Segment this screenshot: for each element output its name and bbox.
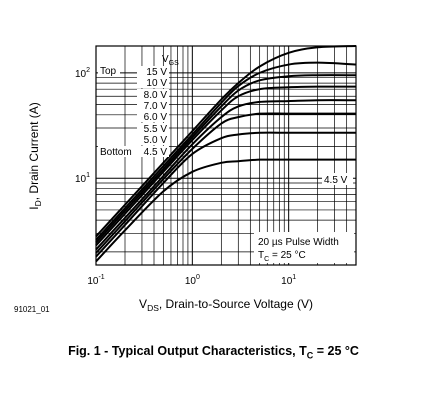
y-tick-base: 10 [75, 69, 87, 80]
legend-entry-bg [137, 146, 169, 157]
y-tick-base: 10 [75, 174, 87, 185]
curve-5-0-v [95, 131, 356, 258]
conditions-temp-rest: = 25 °C [269, 250, 306, 261]
caption-main: Fig. 1 - Typical Output Characteristics,… [68, 344, 307, 358]
conditions-pulse-width: 20 µs Pulse Width [258, 237, 339, 248]
x-tick-base: 10 [185, 276, 197, 287]
x-axis-label-main: V [139, 297, 147, 311]
legend-top-bg [98, 64, 120, 75]
annotations: 4.5 V 20 µs Pulse Width TC = 25 °C [254, 173, 354, 263]
curve-15-v [95, 45, 357, 238]
x-axis-label: VDS, Drain-to-Source Voltage (V) [139, 297, 313, 313]
caption-sub: C [306, 350, 314, 361]
legend-entry-7-0-v: 7.0 V [144, 101, 168, 112]
x-tick-label: 100 [185, 274, 200, 287]
legend-entry-bg [137, 111, 169, 122]
x-tick-exponent: 0 [196, 274, 200, 281]
y-axis-label-rest: , Drain Current (A) [27, 102, 41, 200]
y-tick-label: 102 [75, 67, 90, 80]
x-tick-label: 10-1 [87, 274, 104, 287]
legend-bottom-bg [98, 146, 138, 157]
legend-entry-5-0-v: 5.0 V [144, 135, 168, 146]
legend-entry-bg [137, 123, 169, 134]
conditions-box-bg [254, 232, 354, 263]
series-label-bg [322, 173, 353, 185]
y-axis-label: ID, Drain Current (A) [27, 102, 43, 210]
curve-4-5-v [95, 158, 356, 263]
figure-caption: Fig. 1 - Typical Output Characteristics,… [0, 344, 427, 361]
legend-header-sub: GS [169, 60, 179, 67]
y-tick-exponent: 1 [86, 172, 90, 179]
legend-entry-15-v: 15 V [146, 67, 167, 78]
y-tick-label: 101 [75, 172, 90, 185]
curve-8-0-v [95, 74, 357, 244]
curve-6-0-v [95, 99, 357, 251]
x-tick-exponent: -1 [98, 274, 104, 281]
curve-10-v [95, 61, 357, 241]
x-tick-base: 10 [281, 276, 293, 287]
y-tick-exponent: 2 [86, 67, 90, 74]
legend-entry-bg [137, 89, 169, 100]
caption-rest: = 25 °C [313, 344, 359, 358]
legend-entry-5-5-v: 5.5 V [144, 124, 168, 135]
conditions-temp-sub: C [264, 256, 269, 263]
y-axis-label-sub: D [33, 200, 43, 206]
y-axis-label-main: I [27, 206, 41, 209]
curves-group [95, 45, 357, 263]
legend-top-label: Top [100, 66, 117, 77]
legend-entry-bg [137, 100, 169, 111]
x-tick-label: 101 [281, 274, 296, 287]
curve-7-0-v [95, 85, 357, 247]
legend-entry-bg [137, 134, 169, 145]
curve-5-5-v [95, 112, 356, 254]
x-tick-base: 10 [87, 276, 99, 287]
legend-entry-8-0-v: 8.0 V [144, 90, 168, 101]
figure-id: 91021_01 [14, 305, 50, 314]
series-label-4-5v: 4.5 V [324, 175, 348, 186]
plot-frame [95, 45, 357, 266]
legend-entry-bg [137, 66, 169, 77]
x-axis-label-sub: DS [147, 303, 159, 313]
legend-entry-10-v: 10 V [146, 78, 167, 89]
legend-entry-bg [137, 77, 169, 88]
legend-bottom-label: Bottom [100, 147, 132, 158]
x-tick-exponent: 1 [292, 274, 296, 281]
legend-entry-4-5-v: 4.5 V [144, 147, 168, 158]
conditions-temperature: TC = 25 °C [258, 250, 306, 263]
legend-entry-6-0-v: 6.0 V [144, 112, 168, 123]
legend-header-main: V [162, 54, 169, 65]
legend-header: VGS [162, 54, 179, 67]
conditions-temp-main: T [258, 250, 264, 261]
x-axis-label-rest: , Drain-to-Source Voltage (V) [159, 297, 313, 311]
